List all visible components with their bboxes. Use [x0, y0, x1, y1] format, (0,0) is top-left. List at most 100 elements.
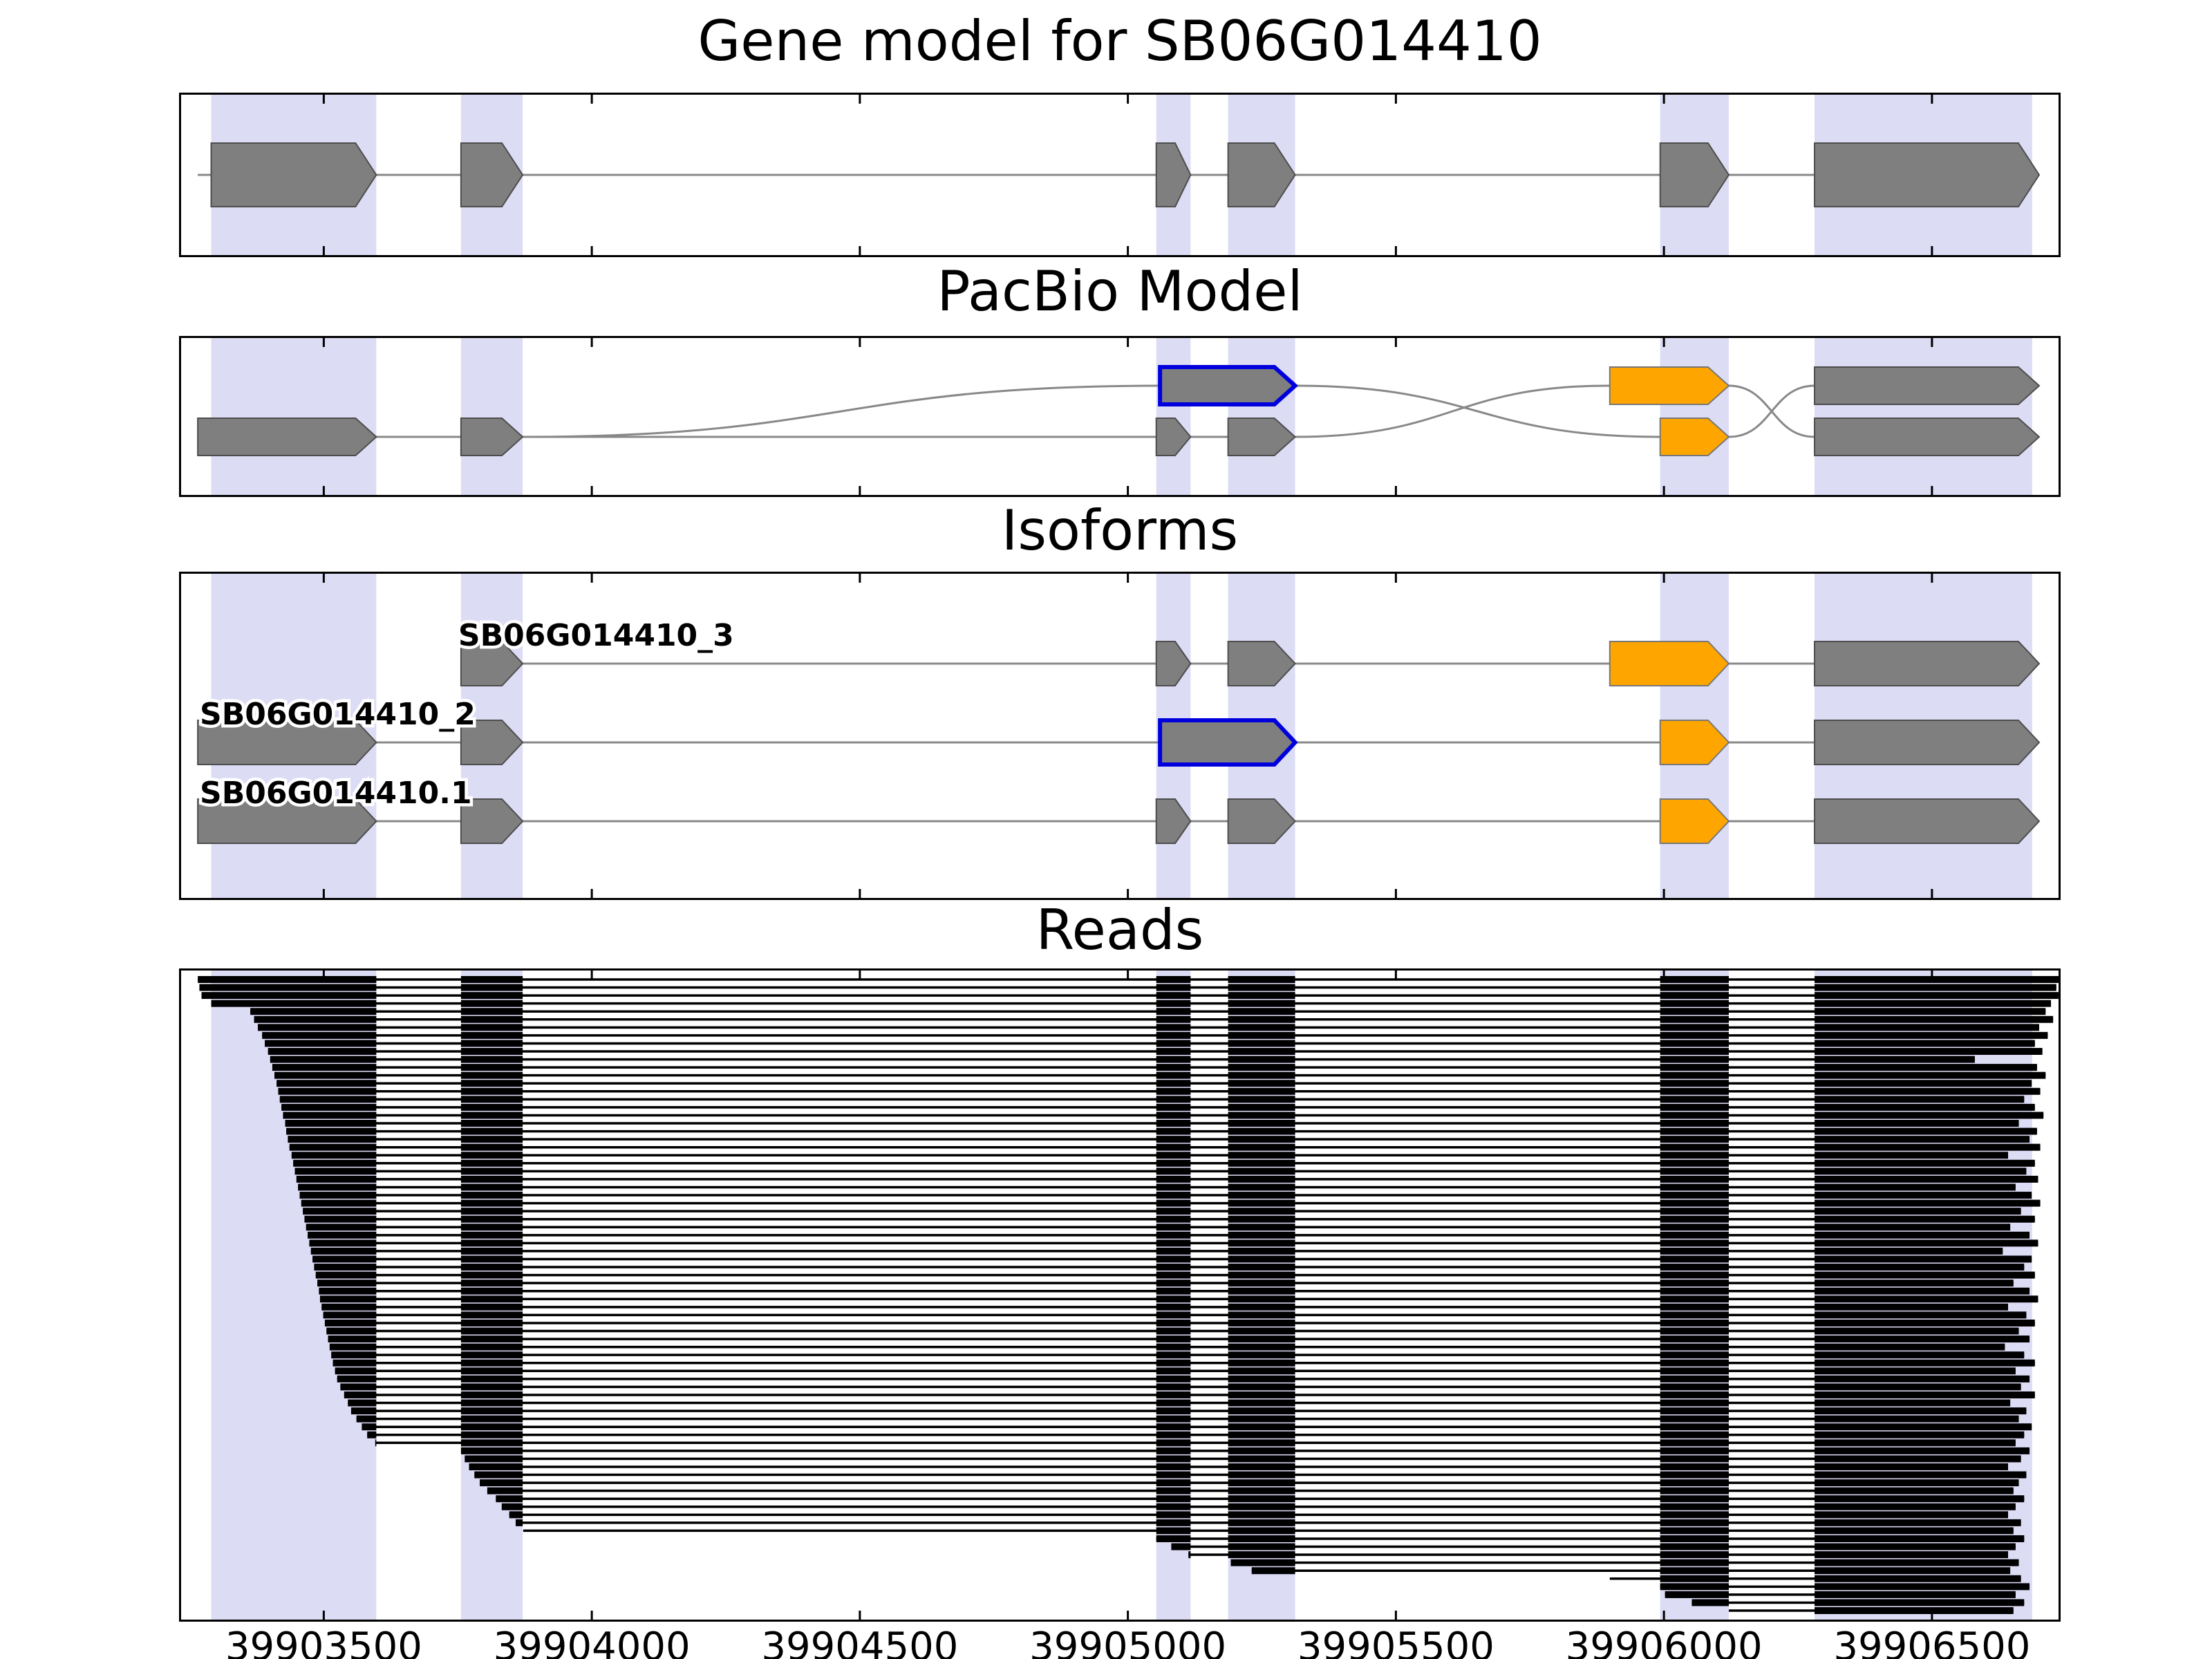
isoform-label: SB06G014410_3	[458, 618, 734, 653]
read-exon-block	[294, 1168, 377, 1175]
read-exon-block	[1228, 1487, 1295, 1494]
read-exon-block	[460, 1431, 523, 1438]
read-exon-block	[1815, 1519, 2021, 1526]
read-exon-block	[460, 1264, 523, 1271]
read-exon-block	[1660, 1479, 1729, 1487]
junction-arc	[523, 384, 1161, 438]
x-tick-label: 39906500	[1833, 1624, 2031, 1659]
read-exon-block	[1660, 1168, 1729, 1175]
read-exon-block	[1660, 1008, 1729, 1015]
read-exon-block	[1228, 1008, 1295, 1015]
read-exon-block	[1228, 1192, 1295, 1199]
read-exon-block	[1660, 1040, 1729, 1047]
read-exon-block	[1660, 1031, 1729, 1039]
read-exon-block	[1156, 1199, 1191, 1207]
exon-gray	[1814, 142, 2041, 207]
read-exon-block	[1660, 1439, 1729, 1447]
read-exon-block	[1815, 1559, 2019, 1566]
read-exon-block	[1156, 1311, 1191, 1319]
read-exon-block	[460, 1071, 523, 1079]
read-exon-block	[460, 1087, 523, 1095]
read-exon-block	[460, 1359, 523, 1367]
exon-gray	[460, 418, 524, 456]
panel-title-isoforms: Isoforms	[1001, 498, 1239, 563]
read-exon-block	[460, 1319, 523, 1327]
read-exon-block	[1156, 1447, 1191, 1454]
read-exon-block	[1815, 1008, 2046, 1015]
read-exon-block	[1660, 1280, 1729, 1287]
read-exon-block	[265, 1040, 377, 1047]
read-exon-block	[1251, 1567, 1295, 1575]
read-exon-block	[1228, 1280, 1295, 1287]
read-exon-block	[1815, 1224, 2011, 1231]
read-exon-block	[1228, 1463, 1295, 1470]
read-exon-block	[1660, 1567, 1729, 1575]
exon-gray	[197, 798, 377, 844]
read-exon-block	[1815, 1439, 2016, 1447]
exon-gray	[1155, 641, 1192, 686]
read-exon-block	[304, 1215, 377, 1223]
read-exon-block	[465, 1455, 523, 1463]
read-exon-block	[1815, 1031, 2048, 1039]
read-exon-block	[460, 1239, 523, 1247]
read-exon-block	[1660, 1351, 1729, 1359]
read-exon-block	[199, 984, 377, 991]
read-exon-block	[1228, 1199, 1295, 1207]
read-exon-block	[1660, 1247, 1729, 1255]
read-exon-block	[1228, 1343, 1295, 1351]
read-exon-block	[460, 1096, 523, 1103]
read-exon-block	[1156, 1287, 1191, 1295]
read-exon-block	[460, 1192, 523, 1199]
read-exon-block	[1156, 1351, 1191, 1359]
read-exon-block	[1156, 1224, 1191, 1231]
read-exon-block	[1660, 1375, 1729, 1382]
exon-gray	[1155, 142, 1192, 207]
read-exon-block	[337, 1375, 377, 1382]
exon-gray	[460, 798, 524, 844]
read-exon-block	[1815, 1231, 2030, 1239]
read-exon-block	[1660, 1447, 1729, 1454]
read-exon-block	[1156, 1168, 1191, 1175]
read-exon-block	[1815, 1143, 2041, 1151]
read-exon-block	[1156, 1015, 1191, 1023]
exon-gray	[1227, 418, 1297, 456]
read-exon-block	[1815, 1208, 2021, 1215]
read-exon-block	[1188, 1551, 1191, 1559]
read-exon-block	[303, 1208, 377, 1215]
read-exon-block	[362, 1423, 377, 1431]
read-exon-block	[1815, 1607, 2014, 1614]
read-exon-block	[1660, 1359, 1729, 1367]
panel-frame	[179, 572, 2061, 900]
read-exon-block	[1228, 1231, 1295, 1239]
read-exon-block	[1156, 1519, 1191, 1526]
read-exon-block	[1815, 976, 2061, 983]
highlight-band	[1228, 336, 1295, 497]
read-exon-block	[286, 1127, 377, 1135]
read-exon-block	[272, 1064, 377, 1071]
read-exon-block	[1660, 1583, 1729, 1591]
read-exon-block	[1156, 1183, 1191, 1191]
read-exon-block	[1156, 1280, 1191, 1287]
read-exon-block	[1815, 1287, 2030, 1295]
read-exon-block	[1660, 1495, 1729, 1503]
read-exon-block	[1660, 1335, 1729, 1343]
read-exon-block	[1660, 1503, 1729, 1510]
read-exon-block	[1660, 1471, 1729, 1479]
read-exon-block	[285, 1120, 377, 1127]
read-exon-block	[291, 1152, 377, 1159]
read-exon-block	[1230, 1559, 1295, 1566]
panel-frame	[179, 968, 2061, 1622]
read-exon-block	[460, 1015, 523, 1023]
read-exon-block	[1660, 1543, 1729, 1550]
read-exon-block	[1228, 1064, 1295, 1071]
read-exon-block	[1156, 1383, 1191, 1391]
highlight-band	[1815, 336, 2032, 497]
read-exon-block	[1660, 1183, 1729, 1191]
read-exon-block	[1228, 1303, 1295, 1311]
read-exon-block	[1815, 1535, 2025, 1542]
read-exon-block	[1815, 1543, 2016, 1550]
read-exon-block	[1156, 1495, 1191, 1503]
read-exon-block	[460, 1247, 523, 1255]
read-exon-block	[1815, 1199, 2041, 1207]
